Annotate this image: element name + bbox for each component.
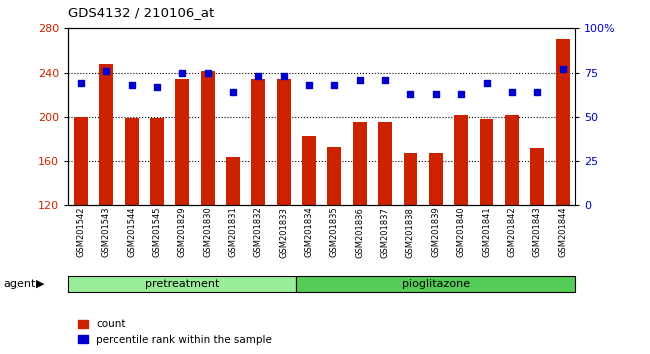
Point (177, 70, 187, 75)
Point (203, 70, 213, 75)
Point (279, 73, 289, 79)
Text: GDS4132 / 210106_at: GDS4132 / 210106_at (68, 6, 215, 19)
Point (75, 80, 86, 86)
Bar (302, 136, 316, 338)
Bar (505, 115, 519, 338)
Text: ▶: ▶ (36, 279, 44, 289)
Point (355, 77, 365, 82)
Point (254, 73, 264, 79)
Point (456, 91, 467, 97)
Text: pioglitazone: pioglitazone (402, 279, 470, 289)
Point (380, 77, 391, 82)
Point (101, 68, 112, 74)
Point (330, 82, 340, 88)
Point (507, 89, 517, 95)
Text: pretreatment: pretreatment (145, 279, 220, 289)
Point (152, 84, 162, 90)
Bar (201, 72, 214, 338)
Bar (378, 122, 392, 338)
Bar (404, 153, 417, 338)
Point (481, 80, 492, 86)
Bar (277, 79, 291, 338)
Bar (353, 122, 367, 338)
Bar (252, 79, 265, 338)
Point (406, 91, 416, 97)
Bar (328, 147, 341, 338)
Point (431, 91, 441, 97)
Bar (556, 39, 569, 338)
Bar (150, 118, 164, 338)
Point (126, 82, 137, 88)
Text: agent: agent (3, 279, 36, 289)
Bar (530, 148, 544, 338)
Point (228, 89, 239, 95)
Point (558, 66, 568, 72)
Bar (429, 153, 443, 338)
Bar (226, 156, 240, 338)
Bar (74, 117, 88, 338)
Point (304, 82, 315, 88)
Bar (125, 118, 138, 338)
Bar (454, 115, 468, 338)
Bar (480, 119, 493, 338)
Bar (99, 64, 113, 338)
Point (532, 89, 542, 95)
Legend: count, percentile rank within the sample: count, percentile rank within the sample (73, 315, 276, 349)
Bar (176, 79, 189, 338)
